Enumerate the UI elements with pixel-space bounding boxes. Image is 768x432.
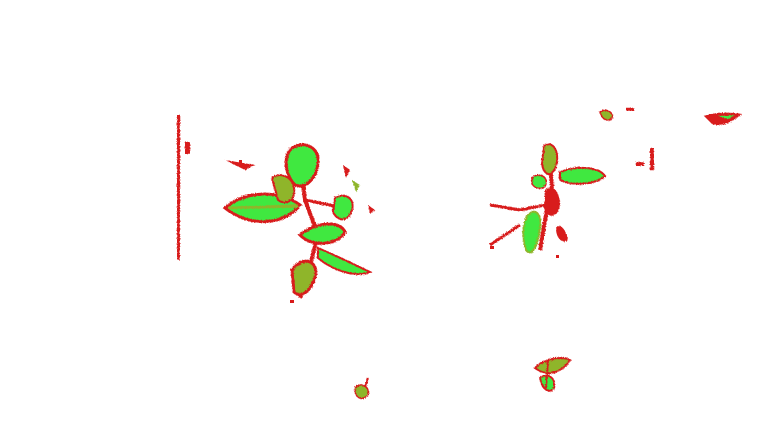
noise-speck bbox=[290, 300, 294, 303]
right-plant-stem-drop bbox=[489, 223, 521, 247]
noise-speck bbox=[239, 160, 242, 163]
top-right-fragment-d bbox=[718, 115, 735, 119]
right-plant-leaf-left bbox=[531, 174, 547, 190]
right-plant-leaf-lower bbox=[522, 210, 542, 254]
right-plant-leaf-top bbox=[540, 143, 558, 175]
top-right-fragment-b bbox=[626, 108, 634, 111]
bottom-center-sprig-stem bbox=[545, 359, 549, 389]
top-right-fragment-e bbox=[650, 148, 654, 170]
top-right-fragment-c bbox=[704, 112, 742, 126]
left-plant-fragment-a bbox=[225, 160, 255, 170]
right-plant-fragment bbox=[556, 225, 568, 242]
top-right-fragments bbox=[599, 108, 742, 170]
bottom-center-sprig bbox=[533, 357, 572, 392]
speckle-column-nub bbox=[185, 142, 190, 154]
right-plant-stem-branch bbox=[489, 203, 546, 212]
left-plant-fragment-d bbox=[368, 205, 375, 214]
right-plant-leaf-right bbox=[559, 166, 607, 185]
bottom-left-sprig-leaf bbox=[354, 384, 369, 399]
scattered-noise bbox=[239, 160, 559, 303]
left-plant-leaf-top bbox=[284, 143, 320, 188]
right-plant-center bbox=[544, 187, 560, 216]
left-plant-leaf-lower bbox=[297, 222, 347, 245]
speckle-column bbox=[177, 115, 190, 260]
left-plant-leaf-large-vein bbox=[227, 204, 299, 210]
bottom-center-sprig-leaf-a bbox=[533, 357, 572, 375]
left-plant bbox=[222, 143, 375, 299]
left-plant-fragment-b bbox=[343, 165, 350, 178]
bottom-left-sprig bbox=[354, 377, 369, 399]
top-right-fragment-f bbox=[636, 162, 644, 166]
left-plant-leaf-long bbox=[317, 246, 373, 276]
left-plant-leaf-bottom bbox=[290, 259, 318, 296]
left-plant-leaf-right bbox=[331, 194, 354, 221]
right-plant bbox=[489, 143, 607, 254]
top-right-fragment-a bbox=[599, 109, 614, 121]
speckle-column-line bbox=[177, 115, 180, 260]
left-plant-leaf-mid bbox=[270, 174, 296, 204]
left-plant-fragment-c bbox=[352, 180, 360, 192]
noise-speck bbox=[556, 255, 559, 258]
noise-speck bbox=[490, 246, 494, 249]
